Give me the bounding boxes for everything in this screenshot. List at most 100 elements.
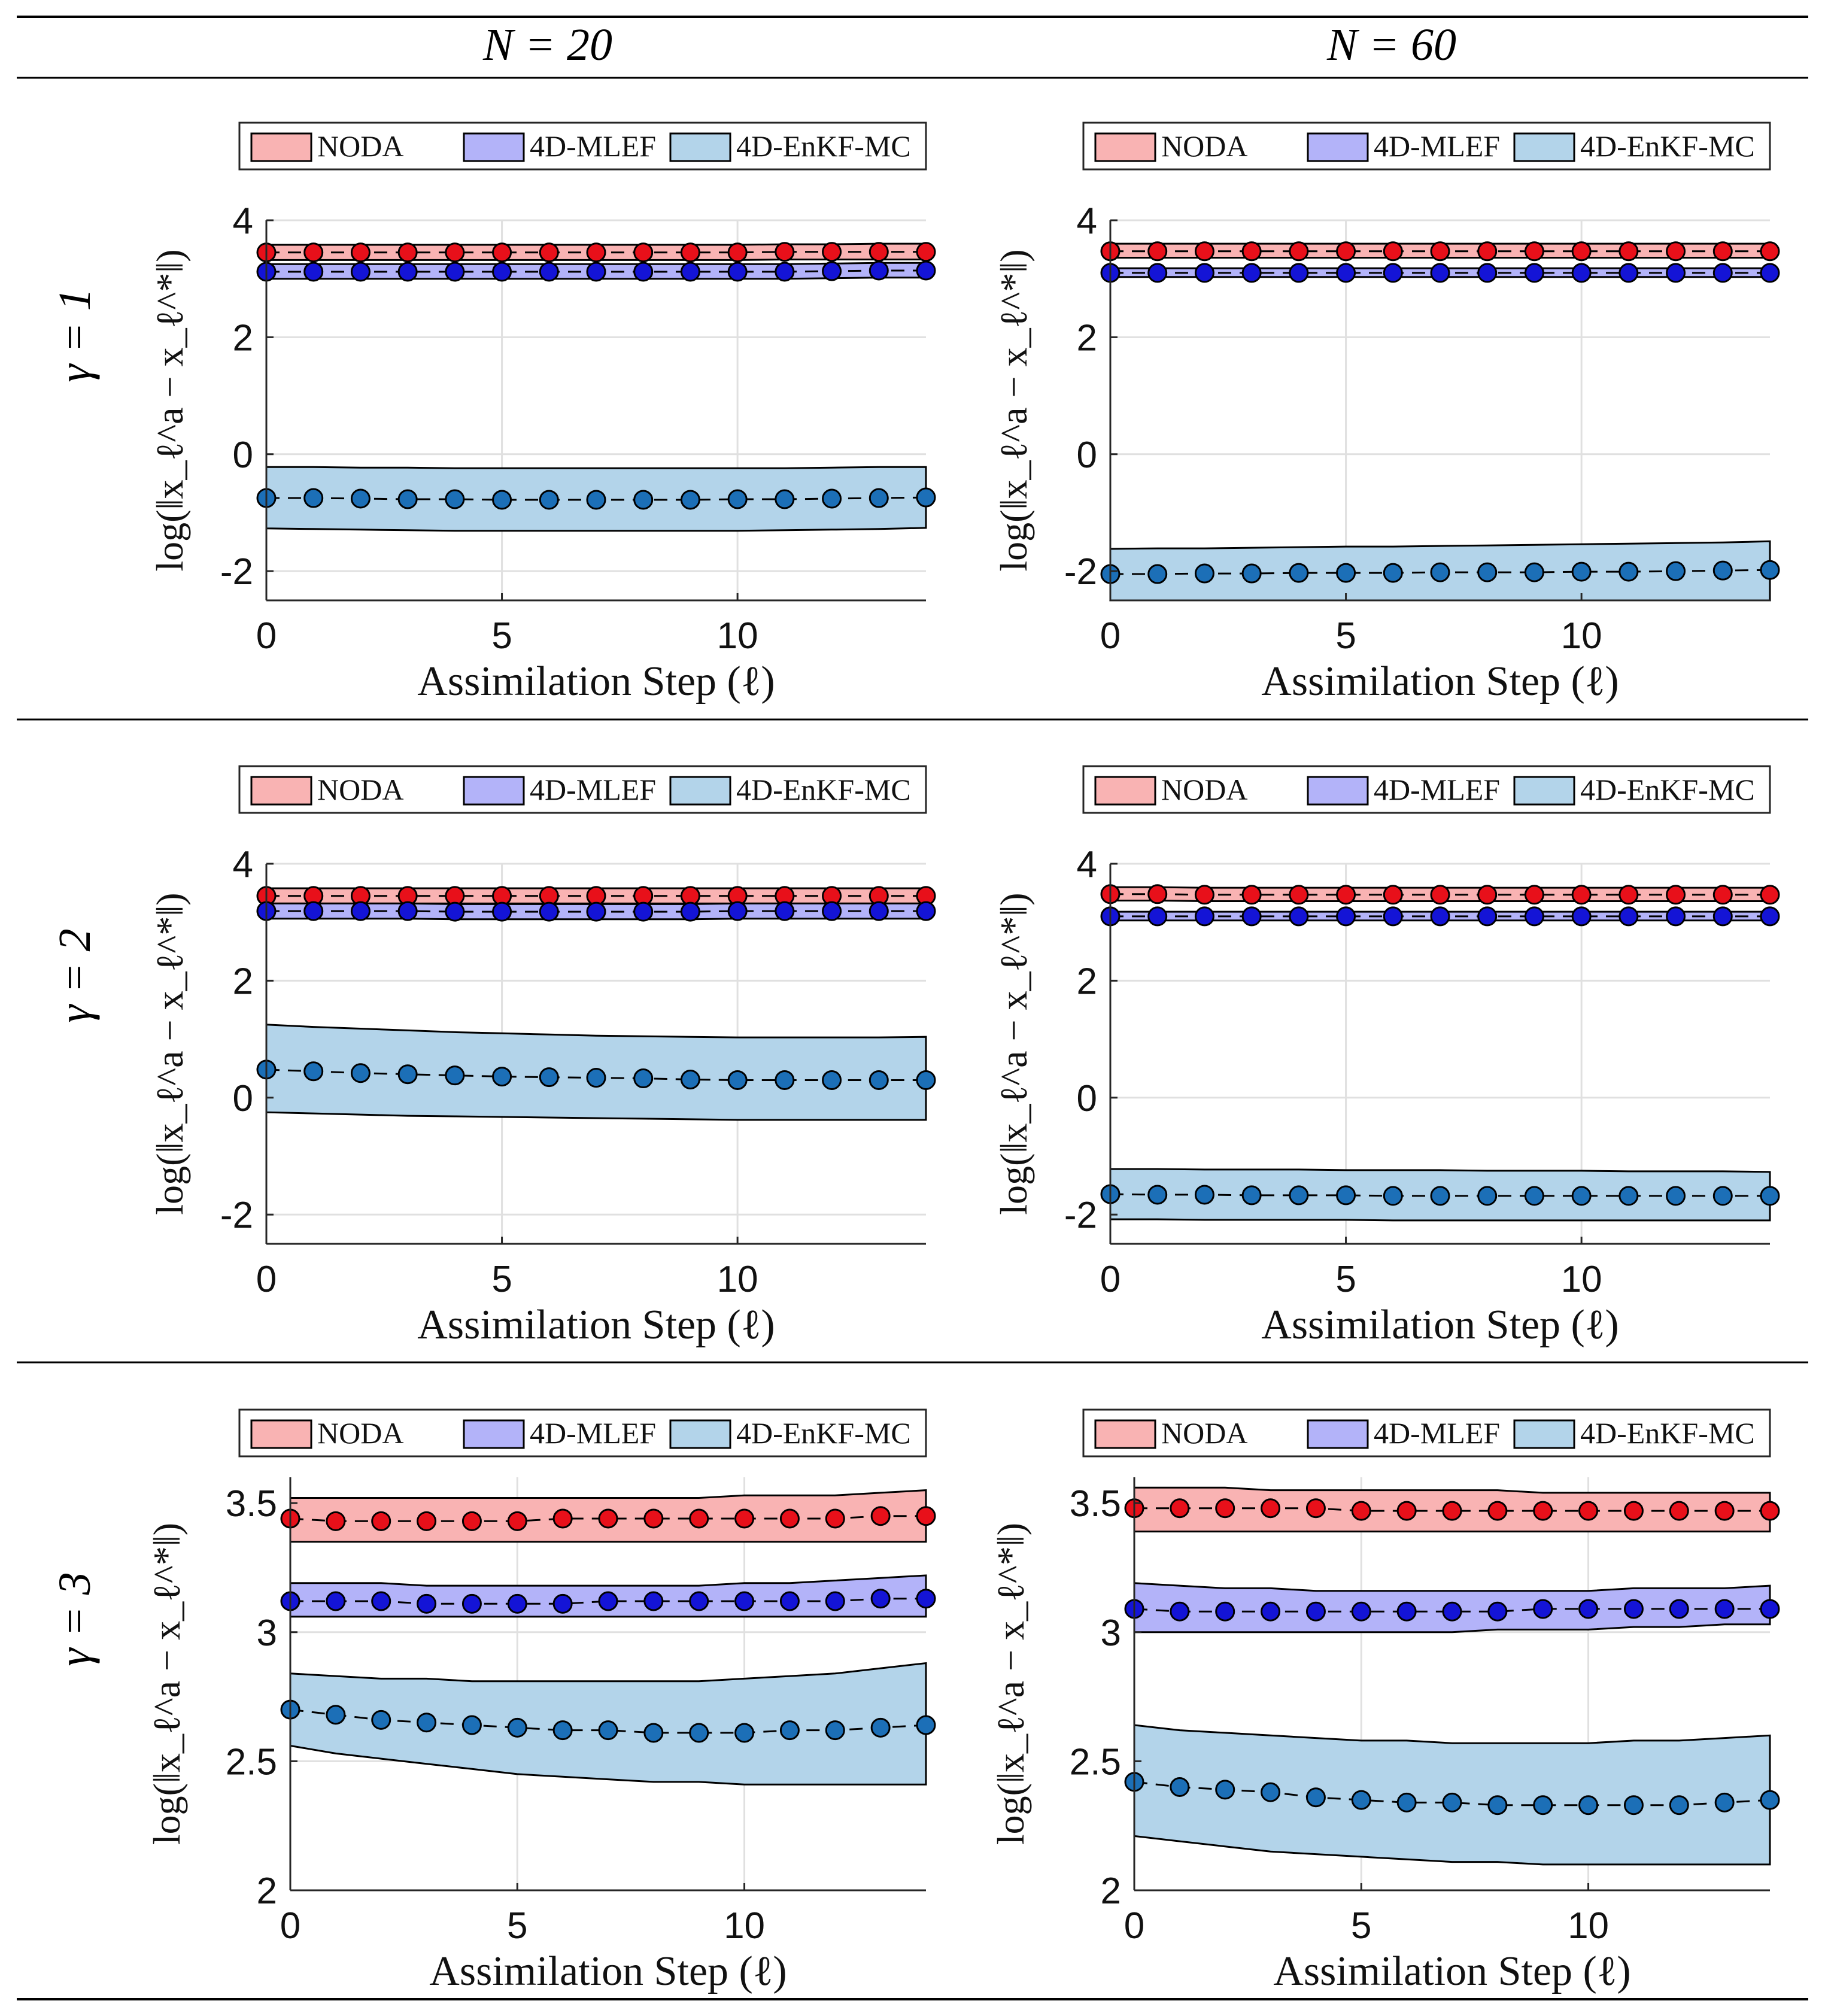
y-axis-label: log(‖x_ℓ^a − x_ℓ^*‖): [992, 249, 1035, 571]
y-tick-label: 2: [257, 1871, 277, 1912]
data-point-mlef: [1571, 263, 1592, 283]
data-point-mlef: [350, 901, 371, 921]
y-tick-label: 3: [1101, 1613, 1121, 1654]
y-tick-label: 2: [1077, 317, 1097, 359]
row-header-gamma-1: γ = 1: [50, 288, 100, 382]
data-point-enkf: [586, 490, 606, 510]
data-point-enkf: [1669, 1795, 1689, 1815]
data-point-mlef: [727, 901, 748, 921]
data-point-noda: [1430, 885, 1450, 905]
legend-swatch-mlef: [1307, 132, 1369, 162]
legend-swatch-enkf: [1513, 132, 1575, 162]
data-point-mlef: [870, 1589, 891, 1609]
legend-swatch-mlef: [463, 776, 525, 806]
y-axis-label: log(‖x_ℓ^a − x_ℓ^*‖): [145, 1523, 188, 1845]
data-point-mlef: [727, 262, 748, 282]
data-point-enkf: [397, 489, 418, 509]
data-point-mlef: [1477, 263, 1498, 283]
data-point-enkf: [1194, 563, 1214, 584]
data-point-noda: [1714, 1501, 1735, 1521]
data-point-enkf: [825, 1720, 845, 1741]
x-axis-label: Assimilation Step (ℓ): [1261, 1302, 1618, 1348]
data-point-enkf: [1618, 1186, 1639, 1206]
data-point-mlef: [1669, 1599, 1689, 1619]
data-point-mlef: [1760, 1599, 1780, 1619]
data-point-noda: [1623, 1501, 1644, 1521]
data-point-noda: [326, 1511, 346, 1531]
x-axis-label: Assimilation Step (ℓ): [417, 658, 775, 705]
data-point-mlef: [822, 901, 842, 921]
data-point-mlef: [1396, 1601, 1417, 1622]
data-point-noda: [1477, 885, 1498, 905]
data-point-noda: [1712, 241, 1733, 262]
row-header-gamma-2: γ = 2: [50, 928, 100, 1022]
data-point-noda: [586, 242, 606, 263]
data-point-mlef: [1383, 263, 1403, 283]
data-point-noda: [371, 1511, 391, 1531]
data-point-noda: [1712, 885, 1733, 905]
legend-label-noda: NODA: [1161, 1416, 1247, 1450]
data-point-enkf: [1533, 1795, 1553, 1815]
data-point-noda: [1351, 1501, 1371, 1521]
data-point-noda: [1261, 1498, 1281, 1519]
data-point-enkf: [869, 1070, 889, 1090]
data-point-enkf: [1396, 1792, 1417, 1812]
data-point-mlef: [1524, 263, 1544, 283]
data-point-noda: [775, 242, 795, 262]
data-point-enkf: [1618, 561, 1639, 582]
y-tick-label: -2: [220, 551, 253, 593]
data-point-noda: [1571, 241, 1592, 262]
data-point-mlef: [825, 1591, 845, 1611]
data-point-noda: [1170, 1498, 1190, 1519]
data-point-noda: [689, 1508, 709, 1529]
x-tick-label: 0: [280, 1905, 300, 1947]
legend-label-enkf: 4D-EnKF-MC: [1580, 773, 1755, 806]
legend-label-noda: NODA: [1161, 129, 1247, 163]
legend-swatch-noda: [1094, 776, 1156, 806]
legend-label-enkf: 4D-EnKF-MC: [1580, 1416, 1755, 1450]
y-tick-label: 4: [233, 844, 253, 885]
y-tick-label: 2: [233, 961, 253, 1002]
y-tick-label: 0: [1077, 1078, 1097, 1119]
data-point-enkf: [303, 488, 324, 508]
data-point-enkf: [643, 1723, 664, 1743]
data-point-mlef: [1666, 263, 1686, 283]
data-point-mlef: [303, 901, 324, 921]
data-point-mlef: [689, 1591, 709, 1611]
data-point-enkf: [1487, 1795, 1508, 1815]
data-point-noda: [1669, 1501, 1689, 1521]
data-point-mlef: [1194, 263, 1214, 283]
data-point-enkf: [586, 1068, 606, 1088]
data-point-mlef: [1712, 263, 1733, 283]
data-point-noda: [1666, 885, 1686, 905]
legend-box: [1082, 1408, 1771, 1458]
data-point-noda: [1578, 1501, 1599, 1521]
data-point-enkf: [552, 1720, 573, 1741]
data-point-enkf: [1215, 1780, 1235, 1800]
x-tick-label: 0: [256, 615, 277, 657]
data-point-enkf: [397, 1064, 418, 1085]
data-point-enkf: [727, 1070, 748, 1090]
data-point-enkf: [1442, 1792, 1462, 1812]
data-point-mlef: [1170, 1601, 1190, 1622]
x-axis-label: Assimilation Step (ℓ): [417, 1302, 775, 1348]
legend-box: [1082, 765, 1771, 814]
data-point-enkf: [734, 1723, 755, 1743]
series-line-mlef: [290, 1598, 926, 1605]
x-tick-label: 10: [1568, 1905, 1609, 1947]
data-point-mlef: [916, 260, 936, 281]
data-point-mlef: [1533, 1599, 1553, 1619]
data-point-enkf: [1666, 1186, 1686, 1206]
data-point-mlef: [1241, 263, 1262, 283]
data-point-noda: [1336, 885, 1356, 905]
data-point-mlef: [1618, 263, 1639, 283]
data-point-enkf: [1477, 1186, 1498, 1206]
data-point-mlef: [633, 901, 654, 922]
data-point-enkf: [461, 1715, 482, 1735]
data-point-enkf: [1666, 561, 1686, 581]
data-point-mlef: [734, 1591, 755, 1611]
data-point-enkf: [1289, 563, 1309, 583]
data-point-noda: [1524, 241, 1544, 262]
